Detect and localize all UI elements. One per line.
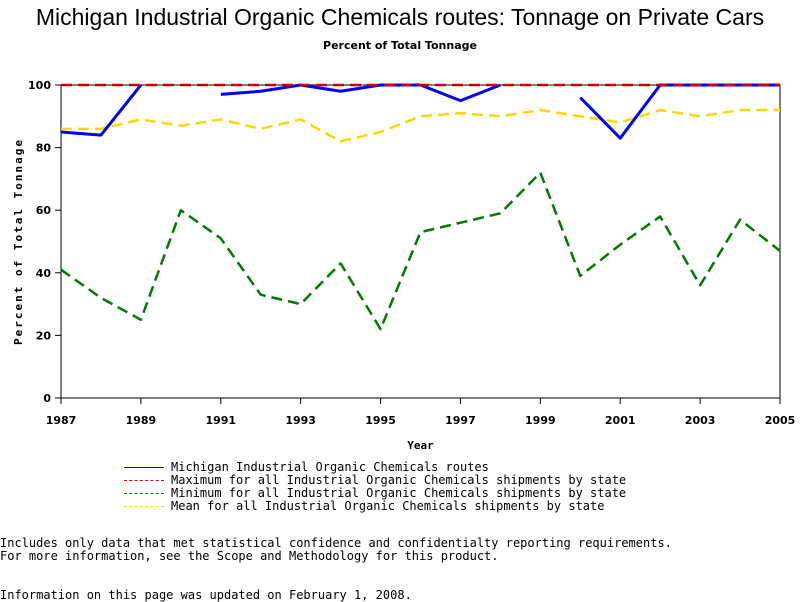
legend-swatch-michigan	[124, 467, 164, 468]
legend-label-michigan: Michigan Industrial Organic Chemicals ro…	[171, 460, 489, 474]
series-line-mean	[61, 108, 780, 143]
x-tick-label: 1997	[445, 414, 476, 427]
y-tick-label: 0	[43, 392, 51, 405]
x-tick-label: 1991	[205, 414, 236, 427]
footnote-confidentiality: Includes only data that met statistical …	[0, 536, 672, 550]
series-layer	[60, 83, 781, 331]
y-tick-label: 20	[36, 329, 52, 342]
x-tick-label: 1999	[525, 414, 556, 427]
y-tick-label: 40	[36, 267, 52, 280]
x-axis: 1987 1989 1991 1993 1995 1997 1999 2001 2003 2005	[46, 398, 796, 427]
y-tick-label: 100	[28, 79, 51, 92]
chart-title: Michigan Industrial Organic Chemicals ro…	[35, 4, 765, 30]
y-tick-label: 60	[36, 204, 52, 217]
x-axis-label: Year	[407, 439, 434, 452]
legend-swatch-maximum	[124, 480, 164, 481]
series-line-minimum	[60, 171, 781, 331]
legend-label-maximum: Maximum for all Industrial Organic Chemi…	[171, 473, 627, 487]
x-tick-label: 1995	[365, 414, 396, 427]
line-chart: 0 20 40 60 80 100 1987 1989 1991 1993 1995 1997 199…	[12, 79, 796, 452]
series-line-michigan	[220, 83, 501, 103]
x-tick-label: 2001	[605, 414, 636, 427]
y-axis-label: Percent of Total Tonnage	[12, 138, 25, 345]
y-tick-label: 80	[36, 142, 52, 155]
legend-label-minimum: Minimum for all Industrial Organic Chemi…	[171, 486, 627, 500]
legend-swatch-mean	[124, 506, 164, 507]
series-line-michigan	[60, 84, 143, 137]
x-tick-label: 1989	[126, 414, 157, 427]
y-axis: 0 20 40 60 80 100	[28, 79, 61, 405]
footnote-updated: Information on this page was updated on …	[0, 588, 412, 602]
footnote-methodology: For more information, see the Scope and …	[0, 549, 499, 563]
legend-swatch-minimum	[124, 493, 164, 494]
chart-subtitle: Percent of Total Tonnage	[323, 39, 477, 52]
x-tick-label: 2005	[765, 414, 796, 427]
x-tick-label: 2003	[685, 414, 716, 427]
legend-label-mean: Mean for all Industrial Organic Chemical…	[171, 499, 605, 513]
x-tick-label: 1987	[46, 414, 77, 427]
x-tick-label: 1993	[285, 414, 316, 427]
series-line-michigan	[579, 83, 780, 140]
